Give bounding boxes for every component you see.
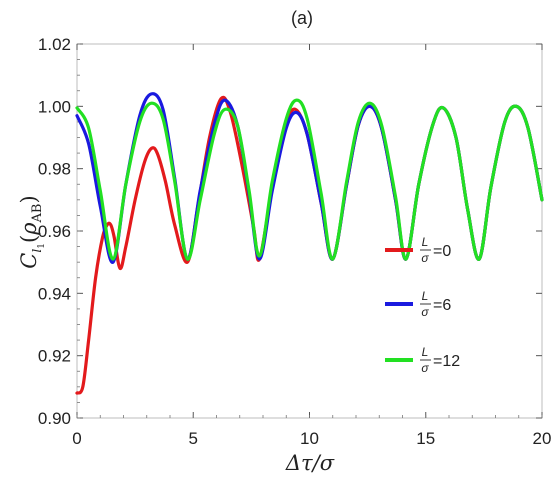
legend-frac-top: L [422,235,429,249]
x-tick-label: 15 [416,429,435,448]
y-tick-label: 1.02 [38,35,71,54]
legend: Lσ =0 Lσ =6 Lσ =12 [385,235,460,375]
legend-value: =12 [433,353,460,370]
legend-value: =0 [433,243,451,260]
y-tick-label: 0.92 [38,347,71,366]
panel-label: (a) [291,8,313,28]
legend-frac-top: L [422,345,429,359]
legend-frac-bottom: σ [421,361,429,375]
legend-frac-bottom: σ [421,305,429,319]
x-tick-label: 10 [300,429,319,448]
x-tick-label: 0 [72,429,81,448]
y-tick-label: 0.94 [38,284,71,303]
tick-group: 0.90 0.92 0.94 0.96 0.98 1.00 1.02 0 5 10 15 20 [38,35,552,448]
y-tick-label: 1.00 [38,97,71,116]
y-tick-label: 0.90 [38,409,71,428]
legend-value: =6 [433,297,451,314]
series-layer [75,92,544,395]
x-tick-label: 20 [533,429,552,448]
y-tick-label: 0.96 [38,222,71,241]
x-tick-label: 5 [189,429,198,448]
legend-frac-top: L [422,289,429,303]
legend-frac-bottom: σ [421,251,429,265]
x-axis-title: Δτ/σ [285,451,335,475]
series-line-2 [75,98,544,261]
y-tick-label: 0.98 [38,160,71,179]
